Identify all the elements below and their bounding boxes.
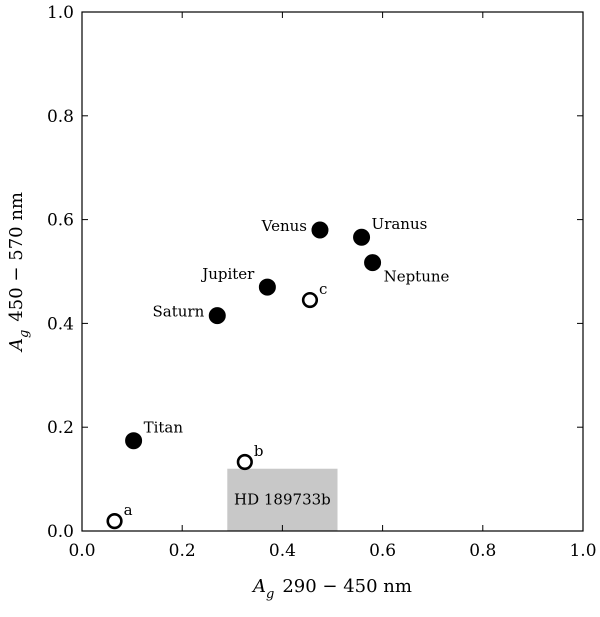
point-c xyxy=(301,291,319,309)
y-tick-label: 0.6 xyxy=(47,211,74,231)
y-tick-label: 0.8 xyxy=(47,107,74,127)
y-axis-label: Ag 450 − 570 nm xyxy=(6,192,32,353)
x-axis-range: 290 − 450 nm xyxy=(282,576,412,597)
y-tick-label: 0.0 xyxy=(47,522,74,542)
point-saturn xyxy=(208,307,226,325)
region-layer: HD 189733b xyxy=(227,468,338,531)
plot-frame xyxy=(81,11,584,532)
region-label: HD 189733b xyxy=(234,491,331,509)
point-titan xyxy=(125,432,143,450)
point-label-neptune: Neptune xyxy=(384,268,450,286)
point-uranus xyxy=(353,228,371,246)
point-label-b: b xyxy=(254,442,264,460)
point-a xyxy=(106,513,123,530)
point-b xyxy=(236,453,253,471)
point-jupiter xyxy=(258,278,276,296)
x-tick-label: 0.2 xyxy=(169,541,196,561)
y-tick-label: 0.4 xyxy=(47,314,74,334)
x-axis-label: Ag 290 − 450 nm xyxy=(251,576,412,602)
x-tick-label: 0.8 xyxy=(469,541,496,561)
point-label-c: c xyxy=(319,280,327,298)
x-tick-label: 0.0 xyxy=(68,541,95,561)
point-venus xyxy=(311,221,329,239)
x-tick-label: 0.6 xyxy=(369,541,396,561)
y-axis-range: 450 − 570 nm xyxy=(6,192,27,322)
point-label-saturn: Saturn xyxy=(153,303,205,321)
point-label-venus: Venus xyxy=(261,217,307,235)
hd189733b-region xyxy=(227,468,338,531)
point-label-uranus: Uranus xyxy=(372,215,428,233)
ticks-layer: 0.0 0.2 0.4 0.6 0.8 1.0 0.0 0.2 0.4 0.6 0.8 1.0 xyxy=(47,3,597,561)
point-label-a: a xyxy=(124,501,133,519)
point-label-jupiter: Jupiter xyxy=(200,265,255,283)
y-tick-label: 1.0 xyxy=(47,3,74,23)
points-layer: Venus Uranus Neptune Jupiter Saturn Titan c b a xyxy=(106,215,450,530)
x-axis-symbol: A xyxy=(251,576,266,597)
x-tick-label: 0.4 xyxy=(269,541,296,561)
point-neptune xyxy=(364,254,382,272)
point-label-titan: Titan xyxy=(144,419,184,437)
x-tick-label: 1.0 xyxy=(569,541,596,561)
y-axis-subscript: g xyxy=(17,330,32,338)
y-tick-label: 0.2 xyxy=(47,418,74,438)
y-axis-symbol: A xyxy=(6,338,27,353)
x-axis-subscript: g xyxy=(266,587,274,602)
